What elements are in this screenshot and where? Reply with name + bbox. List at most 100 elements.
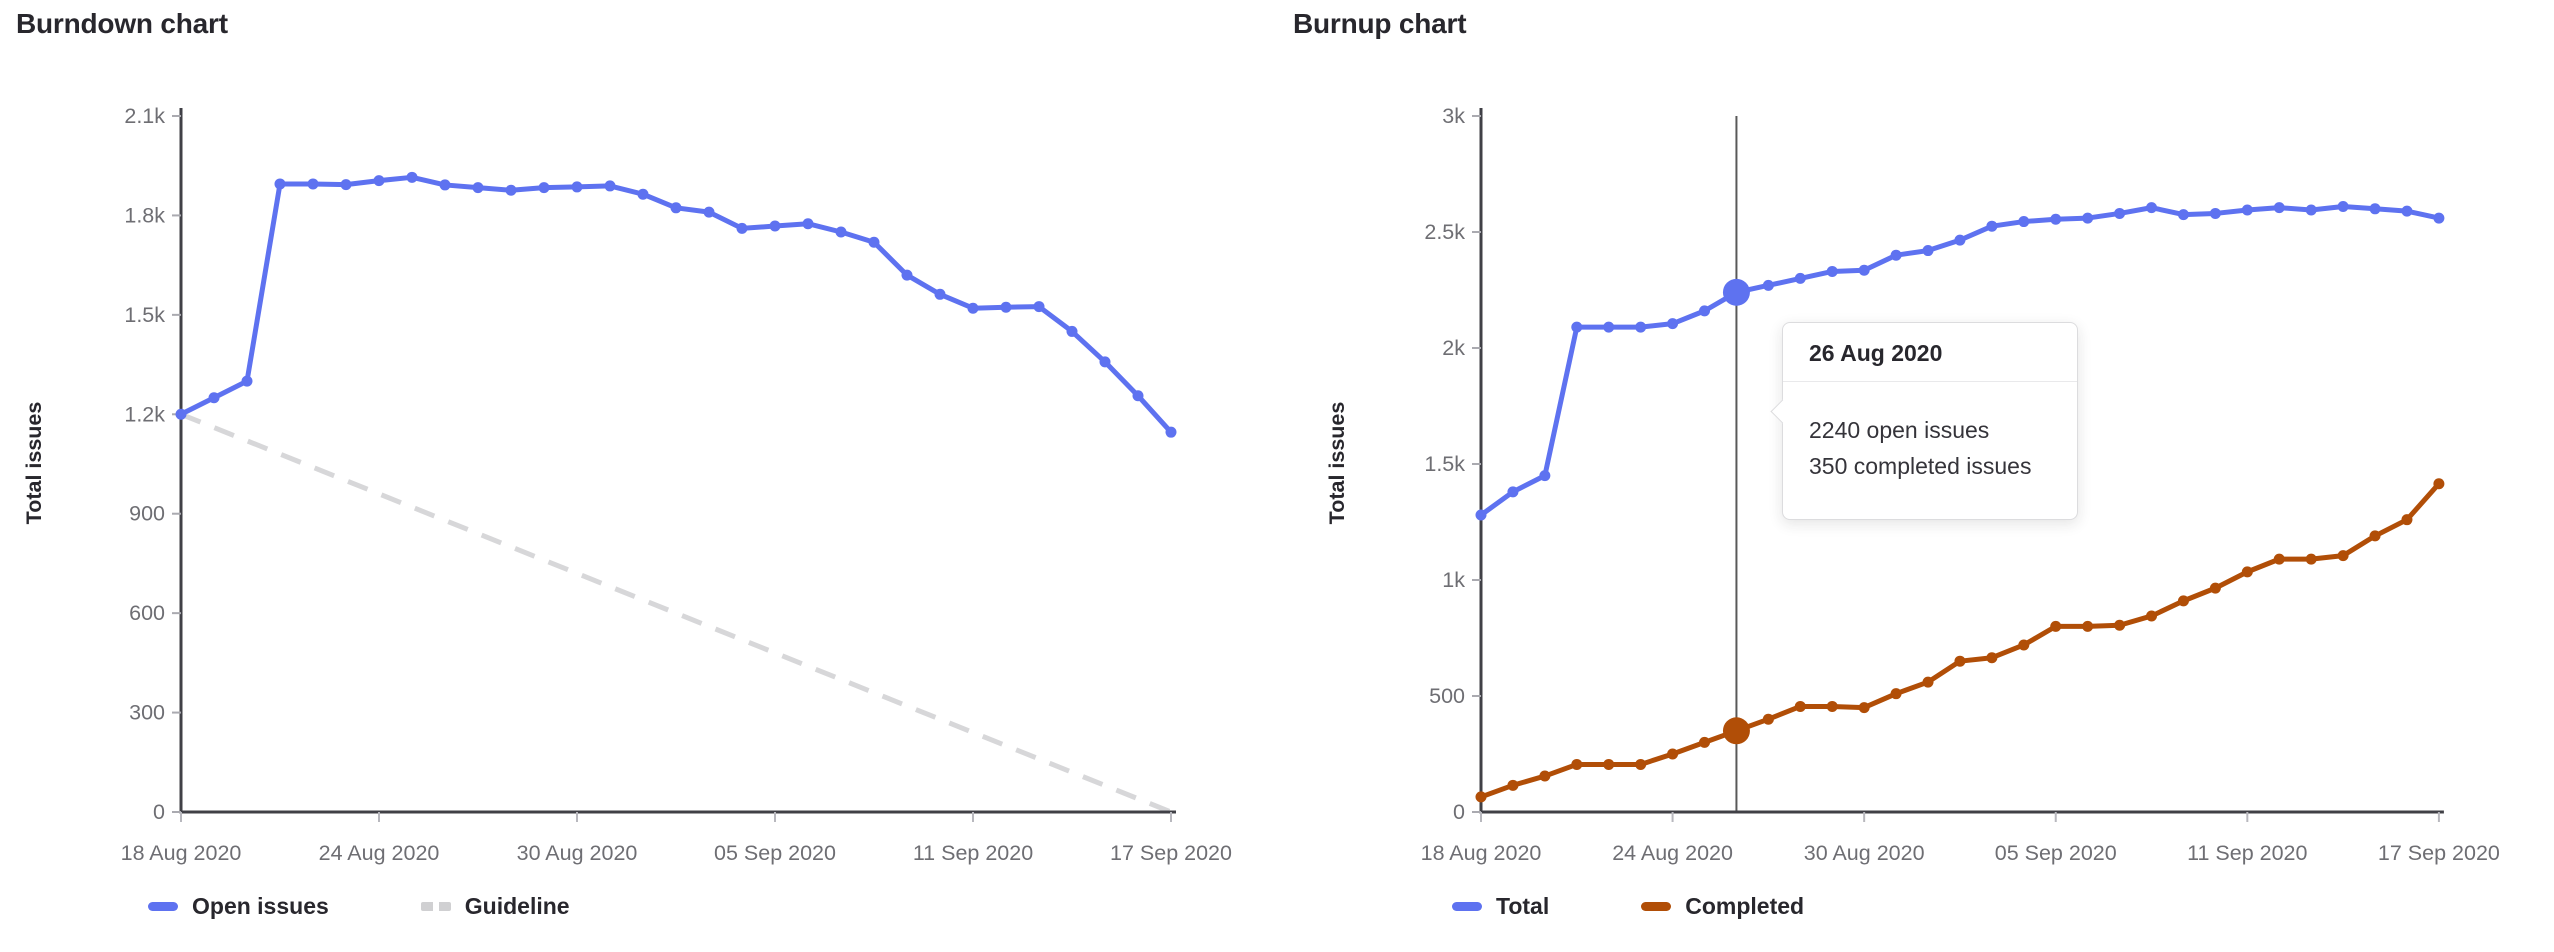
completed-data-point[interactable] [1858,702,1870,714]
total-data-point[interactable] [1890,249,1902,261]
total-data-point[interactable] [1986,220,1998,232]
completed-data-point[interactable] [1954,655,1966,667]
completed-data-point[interactable] [1699,736,1711,748]
completed-data-point[interactable] [2114,619,2126,631]
legend-item-completed: Completed [1641,893,1804,920]
completed-data-point[interactable] [2082,620,2094,632]
completed-data-point[interactable] [2177,595,2189,607]
open-issues-data-point[interactable] [274,178,286,190]
completed-data-point[interactable] [1603,758,1615,770]
total-data-point[interactable] [1858,264,1870,276]
open-issues-data-point[interactable] [175,408,187,420]
total-data-point[interactable] [2146,202,2158,214]
open-issues-data-point[interactable] [967,302,979,314]
completed-data-point[interactable] [1507,779,1519,791]
completed-data-point[interactable] [2433,478,2445,490]
total-data-point[interactable] [2401,205,2413,217]
total-data-point[interactable] [1826,265,1838,277]
open-issues-data-point[interactable] [604,180,616,192]
total-data-point[interactable] [1603,321,1615,333]
total-data-point[interactable] [2273,202,2285,214]
open-issues-data-point[interactable] [868,236,880,248]
total-data-point[interactable] [2082,212,2094,224]
open-issues-line[interactable] [178,174,1174,435]
open-issues-data-point[interactable] [1099,356,1111,368]
open-issues-data-point[interactable] [1033,301,1045,313]
completed-data-point[interactable] [2209,582,2221,594]
open-issues-data-point[interactable] [1000,301,1012,313]
open-issues-data-point[interactable] [637,188,649,200]
open-issues-data-point[interactable] [538,182,550,194]
open-issues-data-point[interactable] [439,179,451,191]
open-issues-data-point[interactable] [835,226,847,238]
open-issues-data-point[interactable] [472,182,484,194]
open-issues-data-point[interactable] [802,218,814,230]
total-data-point[interactable] [1507,486,1519,498]
open-issues-data-point[interactable] [406,171,418,183]
total-data-point[interactable] [2337,200,2349,212]
open-issues-data-point[interactable] [571,181,583,193]
total-data-point[interactable] [2050,213,2062,225]
total-data-point[interactable] [2114,207,2126,219]
open-issues-data-point[interactable] [703,206,715,218]
completed-data-point[interactable] [1475,791,1487,803]
total-data-point[interactable] [1922,245,1934,257]
completed-highlighted-point[interactable] [1722,717,1750,745]
total-data-point[interactable] [1762,279,1774,291]
completed-data-point[interactable] [2401,514,2413,526]
guideline-line[interactable] [180,411,1172,815]
burnup-chart-plot-area[interactable]: 0 500 1k 1.5k 2k 2.5k 3k 18 Aug 2020 24 Aug 2020… [1277,0,2554,952]
total-data-point[interactable] [2305,204,2317,216]
completed-line[interactable] [1478,481,2442,800]
total-data-point[interactable] [1954,234,1966,246]
total-data-point[interactable] [1667,318,1679,330]
total-data-point[interactable] [1699,305,1711,317]
completed-data-point[interactable] [1890,688,1902,700]
completed-data-point[interactable] [1667,748,1679,760]
completed-data-point[interactable] [2273,553,2285,565]
open-issues-data-point[interactable] [670,202,682,214]
completed-data-point[interactable] [2050,620,2062,632]
total-data-point[interactable] [2177,209,2189,221]
completed-data-point[interactable] [2241,566,2253,578]
total-highlighted-point[interactable] [1722,278,1750,306]
open-issues-data-point[interactable] [208,392,220,404]
open-issues-data-point[interactable] [340,179,352,191]
open-issues-data-point[interactable] [1132,390,1144,402]
open-issues-data-point[interactable] [505,184,517,196]
completed-data-point[interactable] [1986,652,1998,664]
total-data-point[interactable] [1539,470,1551,482]
open-issues-data-point[interactable] [241,375,253,387]
total-data-point[interactable] [2369,203,2381,215]
open-issues-data-point[interactable] [307,178,319,190]
completed-data-point[interactable] [1794,700,1806,712]
total-data-point[interactable] [1475,509,1487,521]
completed-data-point[interactable] [2146,610,2158,622]
burndown-chart-plot-area[interactable]: 0 300 600 900 1.2k 1.5k 1.8k 2.1k 18 Aug 2020 24 … [0,0,1277,952]
open-issues-data-point[interactable] [736,222,748,234]
open-issues-data-point[interactable] [901,269,913,281]
total-data-point[interactable] [1794,272,1806,284]
open-issues-data-point[interactable] [1165,426,1177,438]
open-issues-data-point[interactable] [769,220,781,232]
completed-data-point[interactable] [1539,770,1551,782]
total-data-point[interactable] [1571,321,1583,333]
completed-data-point[interactable] [2337,550,2349,562]
y-tick-label: 2.5k [1424,220,1465,244]
completed-data-point[interactable] [2018,639,2030,651]
total-data-point[interactable] [1635,321,1647,333]
completed-data-point[interactable] [1571,758,1583,770]
completed-data-point[interactable] [1762,713,1774,725]
completed-data-point[interactable] [1922,676,1934,688]
total-data-point[interactable] [2433,212,2445,224]
completed-data-point[interactable] [1826,700,1838,712]
total-data-point[interactable] [2241,204,2253,216]
open-issues-data-point[interactable] [373,175,385,187]
open-issues-data-point[interactable] [1066,325,1078,337]
open-issues-data-point[interactable] [934,288,946,300]
completed-data-point[interactable] [2369,530,2381,542]
completed-data-point[interactable] [1635,758,1647,770]
total-data-point[interactable] [2209,207,2221,219]
completed-data-point[interactable] [2305,553,2317,565]
total-data-point[interactable] [2018,216,2030,228]
